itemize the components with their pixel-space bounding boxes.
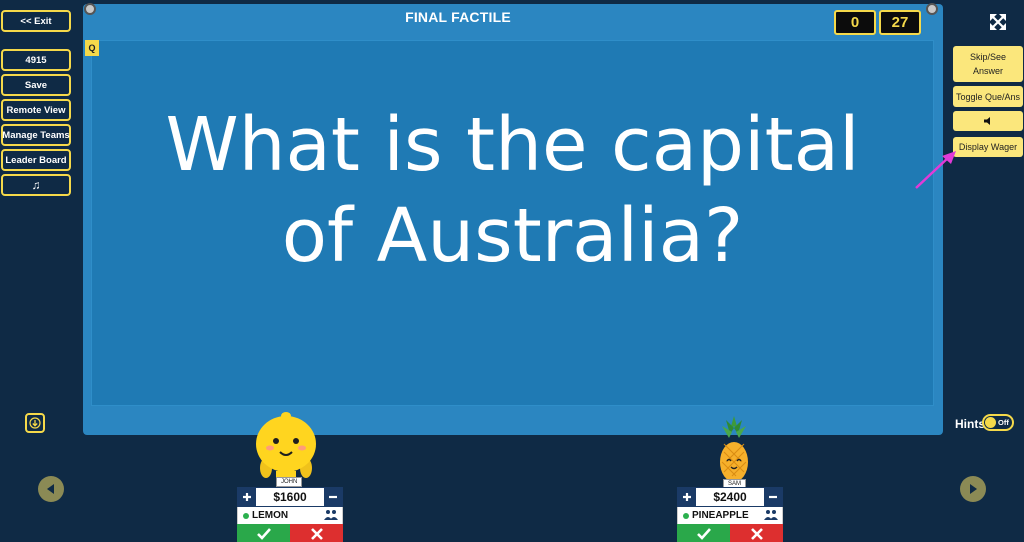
subtract-points-button[interactable] — [324, 488, 342, 506]
minus-icon — [328, 492, 338, 502]
team-members-icon[interactable] — [764, 509, 778, 521]
remote-view-button[interactable]: Remote View — [1, 99, 71, 121]
pineapple-avatar — [712, 414, 756, 486]
team-card-pineapple: $2400 PINEAPPLE — [677, 487, 783, 542]
exit-button[interactable]: << Exit — [1, 10, 71, 32]
close-icon — [751, 528, 763, 540]
skip-see-answer-button[interactable]: Skip/See Answer — [953, 46, 1023, 82]
timer-display: 27 — [879, 10, 921, 35]
question-line-2: of Australia? — [91, 191, 934, 282]
chevron-left-icon — [46, 483, 56, 495]
plus-icon — [242, 492, 252, 502]
display-wager-button[interactable]: Display Wager — [953, 137, 1023, 157]
online-status-icon — [683, 513, 689, 519]
team-members-icon[interactable] — [324, 509, 338, 521]
arrow-down-icon — [29, 417, 41, 429]
music-button[interactable]: ♫ — [1, 174, 71, 196]
pointer-arrow-icon — [912, 148, 958, 192]
add-points-button[interactable] — [238, 488, 256, 506]
hints-toggle[interactable]: Off — [982, 414, 1014, 431]
skip-label-line2: Answer — [973, 64, 1003, 78]
subtract-points-button[interactable] — [764, 488, 782, 506]
skip-label-line1: Skip/See — [970, 50, 1006, 64]
team-card-lemon: $1600 LEMON — [237, 487, 343, 542]
correct-button[interactable] — [677, 524, 730, 542]
question-badge: Q — [85, 40, 99, 56]
next-button[interactable] — [960, 476, 986, 502]
toggle-knob — [985, 417, 996, 428]
player-name-tag: JOHN — [276, 477, 302, 487]
toggle-que-ans-button[interactable]: Toggle Que/Ans — [953, 86, 1023, 107]
speaker-icon — [983, 116, 993, 126]
question-line-1: What is the capital — [91, 100, 934, 191]
music-icon: ♫ — [32, 178, 41, 192]
bolt-icon — [926, 3, 938, 15]
incorrect-button[interactable] — [290, 524, 343, 542]
team-name: LEMON — [252, 510, 288, 521]
fullscreen-icon — [988, 12, 1008, 32]
chevron-right-icon — [968, 483, 978, 495]
question-text: What is the capital of Australia? — [91, 100, 934, 282]
check-icon — [697, 528, 711, 540]
close-icon — [311, 528, 323, 540]
board-title: FINAL FACTILE — [83, 9, 833, 25]
manage-teams-button[interactable]: Manage Teams — [1, 124, 71, 146]
score-left: 0 — [834, 10, 876, 35]
save-button[interactable]: Save — [1, 74, 71, 96]
online-status-icon — [243, 513, 249, 519]
correct-button[interactable] — [237, 524, 290, 542]
leader-board-button[interactable]: Leader Board — [1, 149, 71, 171]
team-score: $2400 — [696, 488, 764, 506]
add-points-button[interactable] — [678, 488, 696, 506]
sound-button[interactable] — [953, 111, 1023, 131]
team-name: PINEAPPLE — [692, 510, 749, 521]
minus-icon — [768, 492, 778, 502]
previous-button[interactable] — [38, 476, 64, 502]
scroll-down-button[interactable] — [25, 413, 45, 433]
fullscreen-button[interactable] — [988, 12, 1008, 32]
hints-label: Hints — [955, 417, 985, 431]
game-code-button[interactable]: 4915 — [1, 49, 71, 71]
incorrect-button[interactable] — [730, 524, 783, 542]
check-icon — [257, 528, 271, 540]
plus-icon — [682, 492, 692, 502]
hints-state: Off — [998, 418, 1009, 427]
team-score: $1600 — [256, 488, 324, 506]
lemon-avatar — [246, 410, 326, 484]
